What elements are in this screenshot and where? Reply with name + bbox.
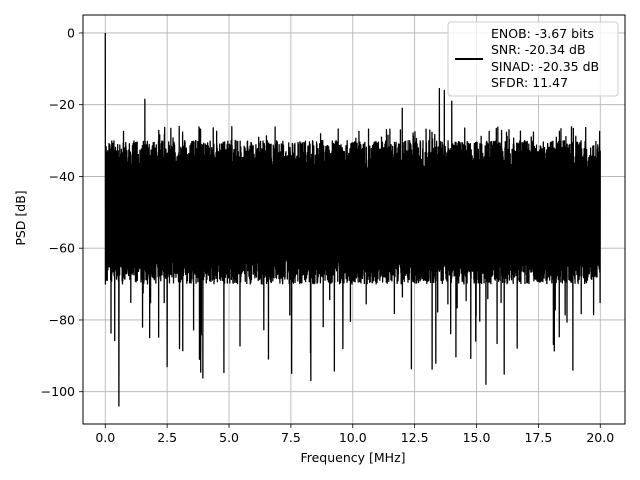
x-tick-label: 7.5 bbox=[281, 430, 301, 445]
legend-entry-enob: ENOB: -3.67 bits bbox=[491, 26, 594, 41]
y-tick-label: −20 bbox=[49, 97, 75, 112]
y-tick-label: 0 bbox=[67, 25, 75, 40]
x-tick-label: 17.5 bbox=[524, 430, 552, 445]
y-tick-label: −40 bbox=[49, 169, 75, 184]
legend: ENOB: -3.67 bits SNR: -20.34 dB SINAD: -… bbox=[447, 21, 619, 97]
y-tick-label: −60 bbox=[49, 241, 75, 256]
x-tick-label: 10.0 bbox=[339, 430, 367, 445]
y-axis-ticks: 0 −20 −40 −60 −80 −100 bbox=[41, 25, 83, 399]
x-tick-label: 12.5 bbox=[401, 430, 429, 445]
x-tick-label: 5.0 bbox=[219, 430, 239, 445]
legend-box bbox=[447, 21, 619, 97]
legend-entry-sfdr: SFDR: 11.47 bbox=[491, 75, 568, 90]
x-tick-label: 2.5 bbox=[157, 430, 177, 445]
legend-entry-snr: SNR: -20.34 dB bbox=[491, 42, 586, 57]
y-tick-label: −100 bbox=[41, 384, 75, 399]
y-axis-label: PSD [dB] bbox=[13, 190, 28, 245]
psd-trace bbox=[104, 32, 601, 407]
plot-frame bbox=[82, 14, 626, 425]
x-tick-label: 0.0 bbox=[95, 430, 115, 445]
y-tick-label: −80 bbox=[49, 312, 75, 327]
x-tick-label: 15.0 bbox=[463, 430, 491, 445]
x-axis-ticks: 0.0 2.5 5.0 7.5 10.0 12.5 15.0 17.5 20.0 bbox=[95, 424, 614, 445]
x-axis-label: Frequency [MHz] bbox=[300, 450, 405, 465]
legend-entry-sinad: SINAD: -20.35 dB bbox=[491, 59, 599, 74]
x-tick-label: 20.0 bbox=[586, 430, 614, 445]
psd-trace-line bbox=[104, 32, 601, 407]
